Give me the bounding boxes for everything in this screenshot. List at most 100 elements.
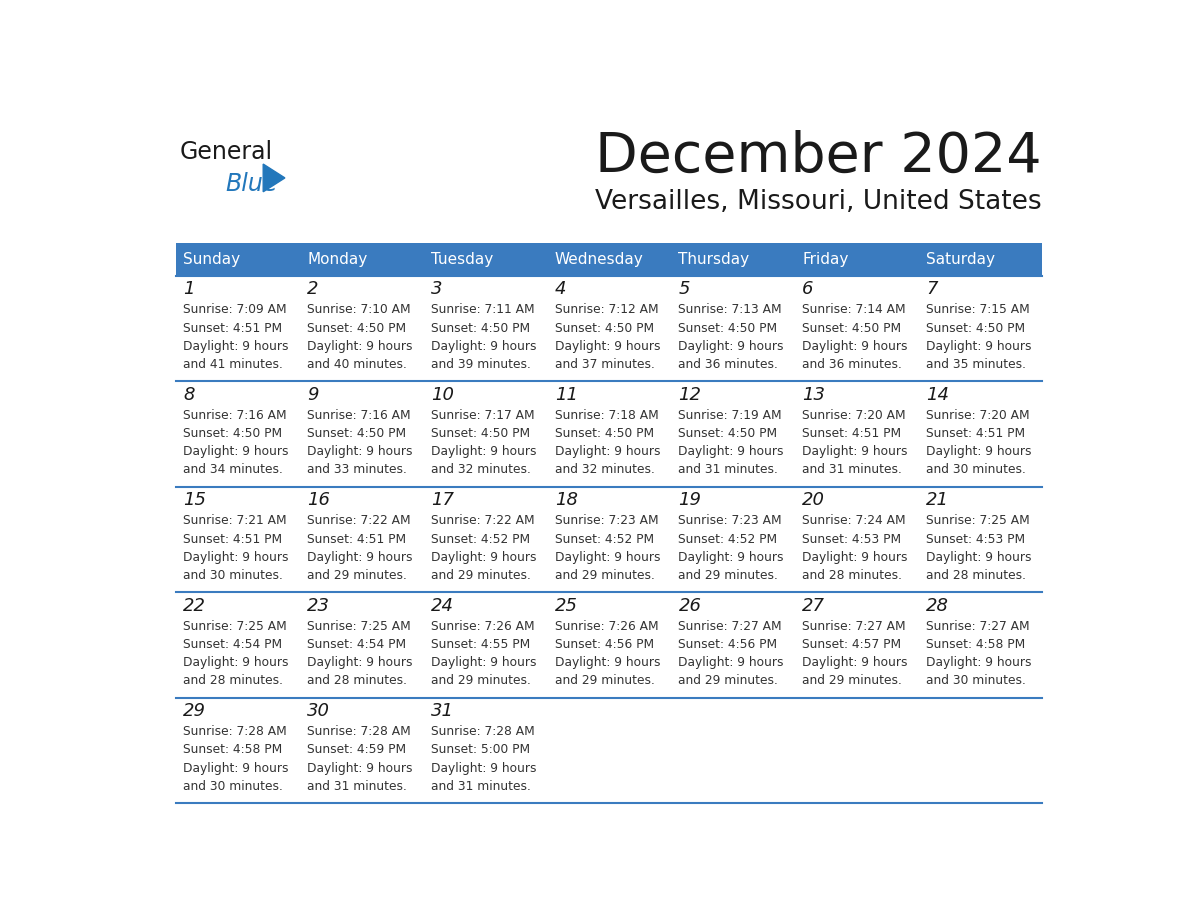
- Text: Daylight: 9 hours: Daylight: 9 hours: [927, 445, 1031, 458]
- Text: and 29 minutes.: and 29 minutes.: [431, 568, 531, 582]
- Text: 8: 8: [183, 386, 195, 404]
- Text: Sunset: 4:50 PM: Sunset: 4:50 PM: [183, 427, 283, 440]
- Text: 15: 15: [183, 491, 207, 509]
- Text: and 30 minutes.: and 30 minutes.: [183, 779, 283, 792]
- Text: 22: 22: [183, 597, 207, 615]
- Text: 3: 3: [431, 280, 442, 298]
- Text: and 39 minutes.: and 39 minutes.: [431, 358, 531, 371]
- Text: 24: 24: [431, 597, 454, 615]
- Text: and 34 minutes.: and 34 minutes.: [183, 464, 283, 476]
- Bar: [546, 243, 671, 275]
- Text: and 31 minutes.: and 31 minutes.: [678, 464, 778, 476]
- Text: Daylight: 9 hours: Daylight: 9 hours: [678, 340, 784, 353]
- Text: Sunrise: 7:22 AM: Sunrise: 7:22 AM: [431, 514, 535, 528]
- Bar: [176, 275, 1042, 381]
- Text: Sunset: 4:50 PM: Sunset: 4:50 PM: [927, 321, 1025, 334]
- Text: Daylight: 9 hours: Daylight: 9 hours: [308, 762, 412, 775]
- Text: and 29 minutes.: and 29 minutes.: [555, 674, 655, 688]
- Text: Sunset: 4:56 PM: Sunset: 4:56 PM: [555, 638, 653, 651]
- Text: December 2024: December 2024: [595, 130, 1042, 185]
- Text: Sunrise: 7:21 AM: Sunrise: 7:21 AM: [183, 514, 287, 528]
- Text: and 28 minutes.: and 28 minutes.: [802, 568, 902, 582]
- Text: Thursday: Thursday: [678, 252, 750, 267]
- Text: Daylight: 9 hours: Daylight: 9 hours: [555, 551, 661, 564]
- Text: Friday: Friday: [802, 252, 848, 267]
- Text: Sunrise: 7:25 AM: Sunrise: 7:25 AM: [927, 514, 1030, 528]
- Text: Daylight: 9 hours: Daylight: 9 hours: [555, 340, 661, 353]
- Text: Daylight: 9 hours: Daylight: 9 hours: [678, 551, 784, 564]
- Text: Daylight: 9 hours: Daylight: 9 hours: [183, 445, 289, 458]
- Text: Sunrise: 7:28 AM: Sunrise: 7:28 AM: [431, 725, 535, 738]
- Text: Daylight: 9 hours: Daylight: 9 hours: [431, 445, 537, 458]
- Text: Daylight: 9 hours: Daylight: 9 hours: [802, 551, 908, 564]
- Text: 11: 11: [555, 386, 577, 404]
- Text: and 29 minutes.: and 29 minutes.: [802, 674, 902, 688]
- Text: Daylight: 9 hours: Daylight: 9 hours: [927, 340, 1031, 353]
- Text: Daylight: 9 hours: Daylight: 9 hours: [802, 445, 908, 458]
- Text: 16: 16: [308, 491, 330, 509]
- Text: and 29 minutes.: and 29 minutes.: [678, 568, 778, 582]
- Bar: [176, 381, 1042, 487]
- Text: Sunset: 4:50 PM: Sunset: 4:50 PM: [678, 321, 778, 334]
- Text: Sunrise: 7:19 AM: Sunrise: 7:19 AM: [678, 409, 782, 422]
- Bar: [299, 243, 423, 275]
- Text: Sunrise: 7:25 AM: Sunrise: 7:25 AM: [183, 620, 287, 633]
- Text: Daylight: 9 hours: Daylight: 9 hours: [183, 551, 289, 564]
- Text: and 28 minutes.: and 28 minutes.: [183, 674, 284, 688]
- Text: Blue: Blue: [226, 173, 278, 196]
- Text: Versailles, Missouri, United States: Versailles, Missouri, United States: [595, 189, 1042, 216]
- Text: Sunrise: 7:26 AM: Sunrise: 7:26 AM: [555, 620, 658, 633]
- Text: Sunrise: 7:27 AM: Sunrise: 7:27 AM: [927, 620, 1030, 633]
- Text: Tuesday: Tuesday: [431, 252, 493, 267]
- Text: 12: 12: [678, 386, 701, 404]
- Text: Sunrise: 7:28 AM: Sunrise: 7:28 AM: [183, 725, 287, 738]
- Text: 9: 9: [308, 386, 318, 404]
- Text: Daylight: 9 hours: Daylight: 9 hours: [183, 656, 289, 669]
- Text: Saturday: Saturday: [927, 252, 996, 267]
- Text: Sunset: 4:50 PM: Sunset: 4:50 PM: [431, 427, 530, 440]
- Text: and 28 minutes.: and 28 minutes.: [927, 568, 1026, 582]
- Text: Daylight: 9 hours: Daylight: 9 hours: [678, 445, 784, 458]
- Text: 1: 1: [183, 280, 195, 298]
- Text: Sunset: 4:50 PM: Sunset: 4:50 PM: [802, 321, 902, 334]
- Text: Daylight: 9 hours: Daylight: 9 hours: [927, 551, 1031, 564]
- Text: 25: 25: [555, 597, 577, 615]
- Text: Sunrise: 7:14 AM: Sunrise: 7:14 AM: [802, 304, 906, 317]
- Text: 2: 2: [308, 280, 318, 298]
- Text: Sunrise: 7:16 AM: Sunrise: 7:16 AM: [183, 409, 287, 422]
- Text: 7: 7: [927, 280, 937, 298]
- Text: Sunset: 4:53 PM: Sunset: 4:53 PM: [927, 532, 1025, 545]
- Text: and 30 minutes.: and 30 minutes.: [927, 674, 1026, 688]
- Text: Sunset: 4:59 PM: Sunset: 4:59 PM: [308, 744, 406, 756]
- Text: Wednesday: Wednesday: [555, 252, 644, 267]
- Text: Sunset: 4:50 PM: Sunset: 4:50 PM: [555, 427, 653, 440]
- Text: Sunrise: 7:15 AM: Sunrise: 7:15 AM: [927, 304, 1030, 317]
- Text: Sunset: 4:50 PM: Sunset: 4:50 PM: [431, 321, 530, 334]
- Text: Daylight: 9 hours: Daylight: 9 hours: [431, 762, 537, 775]
- Text: and 29 minutes.: and 29 minutes.: [308, 568, 407, 582]
- Text: 20: 20: [802, 491, 826, 509]
- Text: 29: 29: [183, 702, 207, 721]
- Text: Sunset: 4:52 PM: Sunset: 4:52 PM: [678, 532, 778, 545]
- Text: Monday: Monday: [308, 252, 367, 267]
- Text: Sunset: 4:58 PM: Sunset: 4:58 PM: [183, 744, 283, 756]
- Text: Daylight: 9 hours: Daylight: 9 hours: [308, 551, 412, 564]
- Text: Daylight: 9 hours: Daylight: 9 hours: [431, 551, 537, 564]
- Text: and 31 minutes.: and 31 minutes.: [802, 464, 902, 476]
- Text: Sunset: 4:57 PM: Sunset: 4:57 PM: [802, 638, 902, 651]
- Text: Sunrise: 7:23 AM: Sunrise: 7:23 AM: [555, 514, 658, 528]
- Text: Daylight: 9 hours: Daylight: 9 hours: [431, 340, 537, 353]
- Text: and 36 minutes.: and 36 minutes.: [678, 358, 778, 371]
- Bar: [795, 243, 918, 275]
- Text: General: General: [179, 140, 272, 164]
- Text: and 40 minutes.: and 40 minutes.: [308, 358, 407, 371]
- Text: Sunrise: 7:24 AM: Sunrise: 7:24 AM: [802, 514, 906, 528]
- Text: Sunrise: 7:13 AM: Sunrise: 7:13 AM: [678, 304, 782, 317]
- Text: 14: 14: [927, 386, 949, 404]
- Text: Daylight: 9 hours: Daylight: 9 hours: [678, 656, 784, 669]
- Text: and 32 minutes.: and 32 minutes.: [431, 464, 531, 476]
- Text: 30: 30: [308, 702, 330, 721]
- Text: Sunrise: 7:28 AM: Sunrise: 7:28 AM: [308, 725, 411, 738]
- Text: Sunset: 4:54 PM: Sunset: 4:54 PM: [308, 638, 406, 651]
- Text: Sunrise: 7:20 AM: Sunrise: 7:20 AM: [927, 409, 1030, 422]
